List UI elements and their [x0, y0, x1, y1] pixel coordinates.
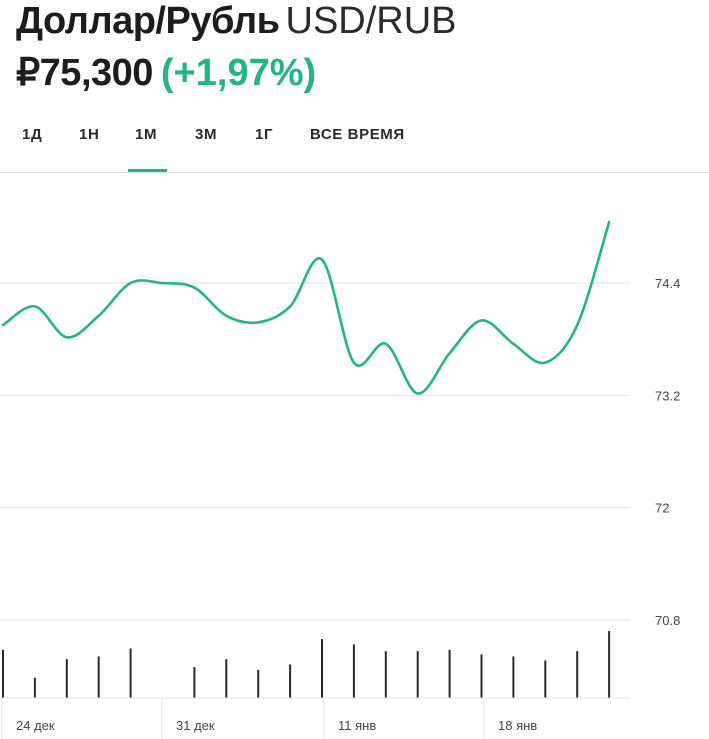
title: Доллар/Рубль USD/RUB	[16, 0, 457, 44]
volume-bars	[2, 631, 611, 698]
price-chart: 74.4 73.2 72 70.8 24 дек 31 дек 11 янв 18 янв	[0, 220, 680, 739]
tab-1y[interactable]: 1Г	[255, 126, 274, 143]
x-tick-label: 24 дек	[16, 718, 55, 733]
tab-1d[interactable]: 1Д	[22, 126, 43, 143]
ticker: USD/RUB	[285, 0, 457, 42]
period-tabs: 1Д 1Н 1М 3М 1Г ВСЕ ВРЕМЯ	[0, 112, 709, 173]
price-line-series	[1, 220, 611, 395]
x-axis: 24 дек 31 дек 11 янв 18 янв	[0, 697, 630, 739]
tab-3m[interactable]: 3М	[195, 126, 218, 143]
active-tab-indicator	[128, 169, 167, 172]
y-tick-label: 73.2	[655, 388, 680, 403]
tab-1m[interactable]: 1М	[135, 126, 158, 143]
x-tick-label: 31 дек	[176, 718, 215, 733]
grid-lines	[0, 282, 630, 621]
price-line	[1, 220, 611, 395]
current-price: ₽75,300	[16, 52, 153, 94]
y-tick-label: 74.4	[655, 276, 680, 291]
price-change: (+1,97%)	[160, 52, 317, 94]
x-tick-label: 18 янв	[498, 718, 537, 733]
pair-name: Доллар/Рубль	[16, 0, 280, 42]
tab-all-time[interactable]: ВСЕ ВРЕМЯ	[310, 126, 405, 143]
tab-1w[interactable]: 1Н	[79, 126, 100, 143]
y-tick-label: 72	[655, 501, 669, 516]
y-tick-label: 70.8	[655, 613, 680, 628]
price-line: ₽75,300 (+1,97%)	[16, 50, 316, 98]
y-axis: 74.4 73.2 72 70.8	[655, 276, 680, 628]
x-tick-label: 11 янв	[338, 718, 376, 733]
